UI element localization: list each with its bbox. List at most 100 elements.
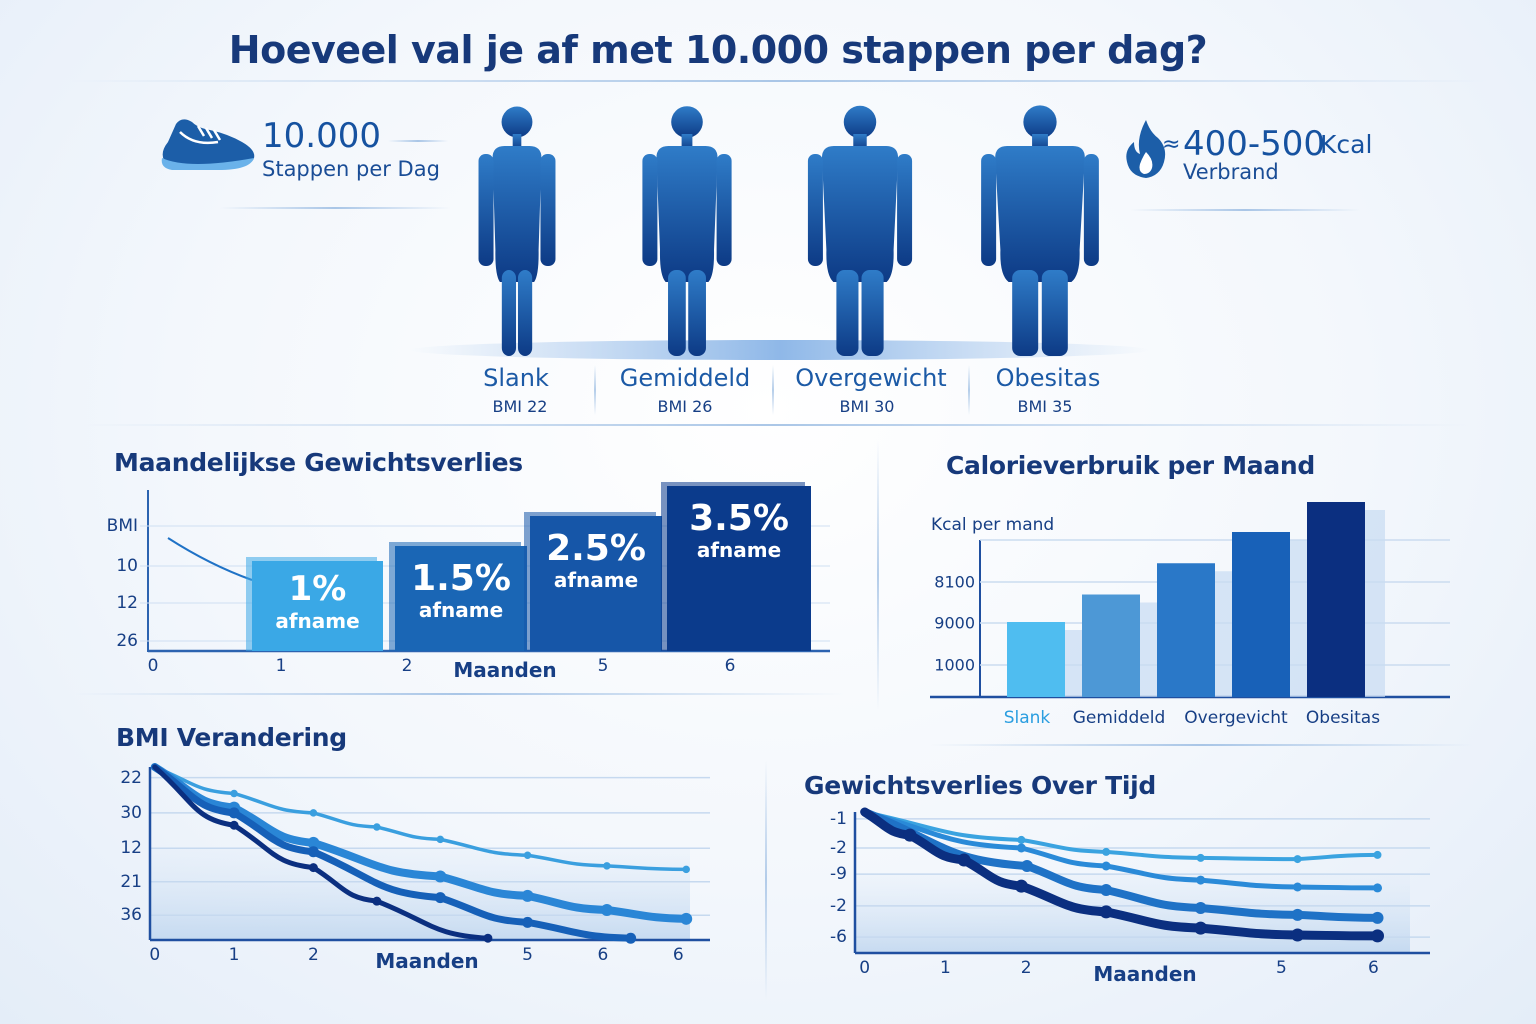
bar-text-label: afname — [553, 568, 639, 592]
figure-bmi-obesitas: BMI 35 — [1017, 397, 1073, 416]
data-point — [308, 863, 318, 873]
x-tick-label: 6 — [1368, 958, 1379, 978]
x-tick-label: 5 — [597, 656, 609, 676]
chart-title-monthly-loss: Maandelijkse Gewichtsverlies — [114, 448, 523, 477]
bar — [1307, 502, 1365, 697]
y-tick-label: -9 — [830, 864, 847, 885]
bar-text-label: afname — [418, 598, 504, 622]
x-tick-label: 5 — [1275, 958, 1287, 978]
y-tick-label: 26 — [116, 631, 138, 651]
data-point — [1102, 847, 1111, 856]
y-tick-label: BMI — [106, 516, 138, 536]
divider — [772, 365, 774, 415]
divider — [70, 80, 1490, 82]
x-tick-label: 6 — [724, 656, 736, 676]
category-label: Overgevicht — [1184, 708, 1288, 728]
divider — [594, 365, 596, 415]
average-body-silhouette — [642, 106, 732, 356]
y-tick-label: -1 — [830, 808, 847, 829]
x-axis-title: Maanden — [1093, 962, 1197, 986]
data-point — [1017, 835, 1026, 844]
data-point — [603, 862, 611, 870]
x-tick-label: 1 — [275, 656, 287, 676]
bar — [530, 516, 662, 651]
data-line — [862, 810, 1380, 862]
bar — [1157, 563, 1215, 697]
x-tick-label: 1 — [228, 945, 240, 965]
bar — [1007, 622, 1065, 697]
chart-title-weight-loss-over-time: Gewichtsverlies Over Tijd — [804, 771, 1156, 800]
data-point — [434, 870, 447, 883]
y-tick-label: -6 — [830, 927, 847, 948]
data-point — [1016, 843, 1026, 853]
approx-symbol: ≈ — [1162, 132, 1181, 157]
y-tick-label: 30 — [120, 802, 142, 823]
data-point — [373, 823, 381, 831]
flame-icon — [1126, 120, 1166, 178]
data-point — [436, 835, 445, 844]
data-point — [1293, 882, 1303, 892]
bar — [667, 486, 811, 651]
figure-bmi-gemiddeld: BMI 26 — [657, 397, 713, 416]
x-axis-title: Maanden — [375, 949, 479, 973]
calories-unit: Kcal — [1320, 130, 1373, 159]
data-line — [860, 807, 1383, 941]
bar-value-label: 2.5% — [546, 528, 646, 569]
y-tick-label: -2 — [830, 895, 847, 916]
data-point — [307, 836, 320, 849]
x-tick-label: 0 — [859, 958, 871, 978]
data-point — [1373, 883, 1383, 893]
divider — [75, 693, 845, 695]
figure-name-obesitas: Obesitas — [995, 364, 1101, 392]
bar-value-label: 1% — [288, 569, 347, 609]
bar — [252, 561, 383, 651]
x-tick-label: 6 — [672, 945, 684, 965]
x-axis-title: Maanden — [453, 658, 557, 682]
data-point — [1194, 902, 1207, 914]
y-tick-label: 1000 — [934, 655, 975, 675]
divider — [80, 424, 1470, 426]
data-point — [1196, 875, 1206, 885]
data-point — [1371, 929, 1385, 943]
data-point — [523, 851, 532, 860]
figure-name-overgewicht: Overgewicht — [795, 364, 947, 392]
x-tick-label: 2 — [1020, 958, 1032, 978]
calories-y-axis-label: Kcal per mand — [931, 515, 1055, 535]
data-point — [903, 828, 917, 842]
floor-shadow — [410, 340, 1150, 360]
x-tick-label: 2 — [307, 945, 319, 965]
obese-body-silhouette — [981, 105, 1099, 356]
data-point — [372, 896, 382, 906]
data-point — [1196, 853, 1205, 862]
calories-value: 400-500 — [1183, 124, 1326, 164]
divider — [877, 440, 879, 710]
x-tick-label: 5 — [522, 945, 533, 965]
data-point — [682, 865, 690, 874]
data-point — [307, 846, 319, 858]
data-point — [229, 820, 239, 830]
chart-title-bmi-change: BMI Verandering — [116, 723, 347, 752]
y-tick-label: 36 — [120, 905, 142, 926]
data-point — [1373, 850, 1382, 859]
calories-label: Verbrand — [1183, 160, 1279, 184]
sneaker-icon — [161, 119, 255, 170]
x-tick-label: 0 — [147, 656, 159, 676]
divider — [930, 744, 1475, 746]
data-point — [522, 916, 534, 928]
bar — [395, 546, 527, 651]
x-tick-label: 6 — [597, 945, 609, 965]
data-point — [600, 903, 613, 916]
y-tick-label: 21 — [120, 871, 142, 892]
bar-text-label: afname — [275, 609, 360, 633]
divider — [388, 140, 448, 142]
data-point — [1371, 911, 1384, 924]
trend-curve — [167, 537, 253, 581]
figure-bmi-overgewicht: BMI 30 — [839, 397, 895, 416]
data-point — [1293, 855, 1302, 864]
category-label: Gemiddeld — [1072, 708, 1166, 728]
data-point — [228, 807, 240, 819]
figure-name-gemiddeld: Gemiddeld — [619, 364, 751, 392]
bar-value-label: 3.5% — [689, 498, 789, 539]
divider — [1130, 209, 1360, 211]
